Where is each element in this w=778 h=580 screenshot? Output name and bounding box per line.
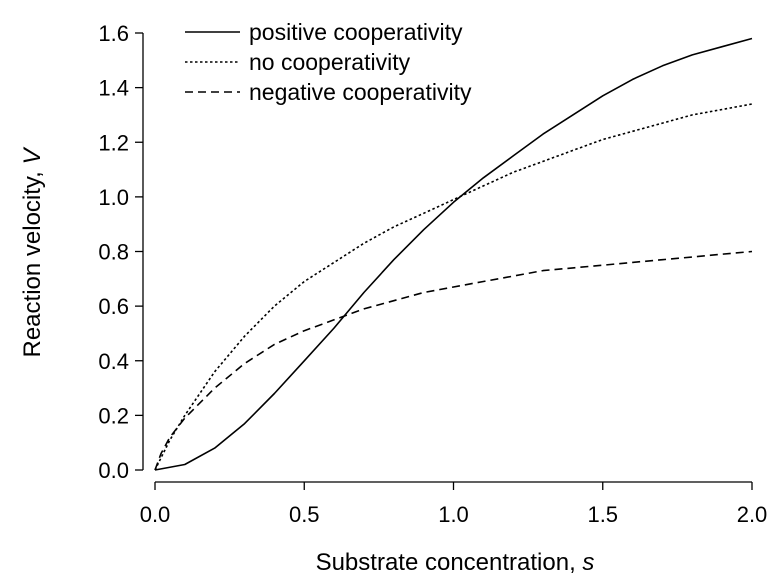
series-line-positive-cooperativity [154, 37, 753, 471]
y-tick-label: 1.0 [98, 185, 129, 210]
y-tick-label: 1.6 [98, 21, 129, 46]
series-line-negative-cooperativity [154, 250, 753, 471]
y-axis-label: Reaction velocity, V [19, 147, 46, 358]
x-axis-label: Substrate concentration, s [316, 549, 595, 576]
x-axis-label-text: Substrate concentration, [316, 549, 576, 576]
y-axis-label-text: Reaction velocity, [19, 171, 46, 357]
legend-label: negative cooperativity [249, 79, 472, 105]
plot-area [154, 37, 753, 471]
y-tick-label: 0.2 [98, 403, 129, 428]
y-tick-label: 0.4 [98, 349, 129, 374]
y-tick-label: 0.8 [98, 240, 129, 265]
series-line-no-cooperativity [154, 103, 753, 471]
legend-label: no cooperativity [249, 49, 411, 75]
legend-label: positive cooperativity [249, 19, 463, 45]
legend: positive cooperativity no cooperativity ne… [185, 19, 472, 105]
x-tick-label: 2.0 [737, 502, 768, 527]
y-tick-label: 1.2 [98, 130, 129, 155]
x-tick-label: 1.5 [587, 502, 618, 527]
x-tick-label: 0.5 [289, 502, 320, 527]
x-tick-label: 1.0 [438, 502, 469, 527]
axes: 0.0 0.5 1.0 1.5 2.0 0.0 0.2 0.4 0.6 0.8 1.0 1.2 1.4 1… [98, 21, 767, 527]
y-tick-label: 0.0 [98, 458, 129, 483]
x-tick-label: 0.0 [140, 502, 171, 527]
y-tick-label: 0.6 [98, 294, 129, 319]
x-axis-label-variable: s [582, 549, 594, 576]
y-tick-label: 1.4 [98, 76, 129, 101]
y-axis-label-variable: V [19, 147, 46, 165]
